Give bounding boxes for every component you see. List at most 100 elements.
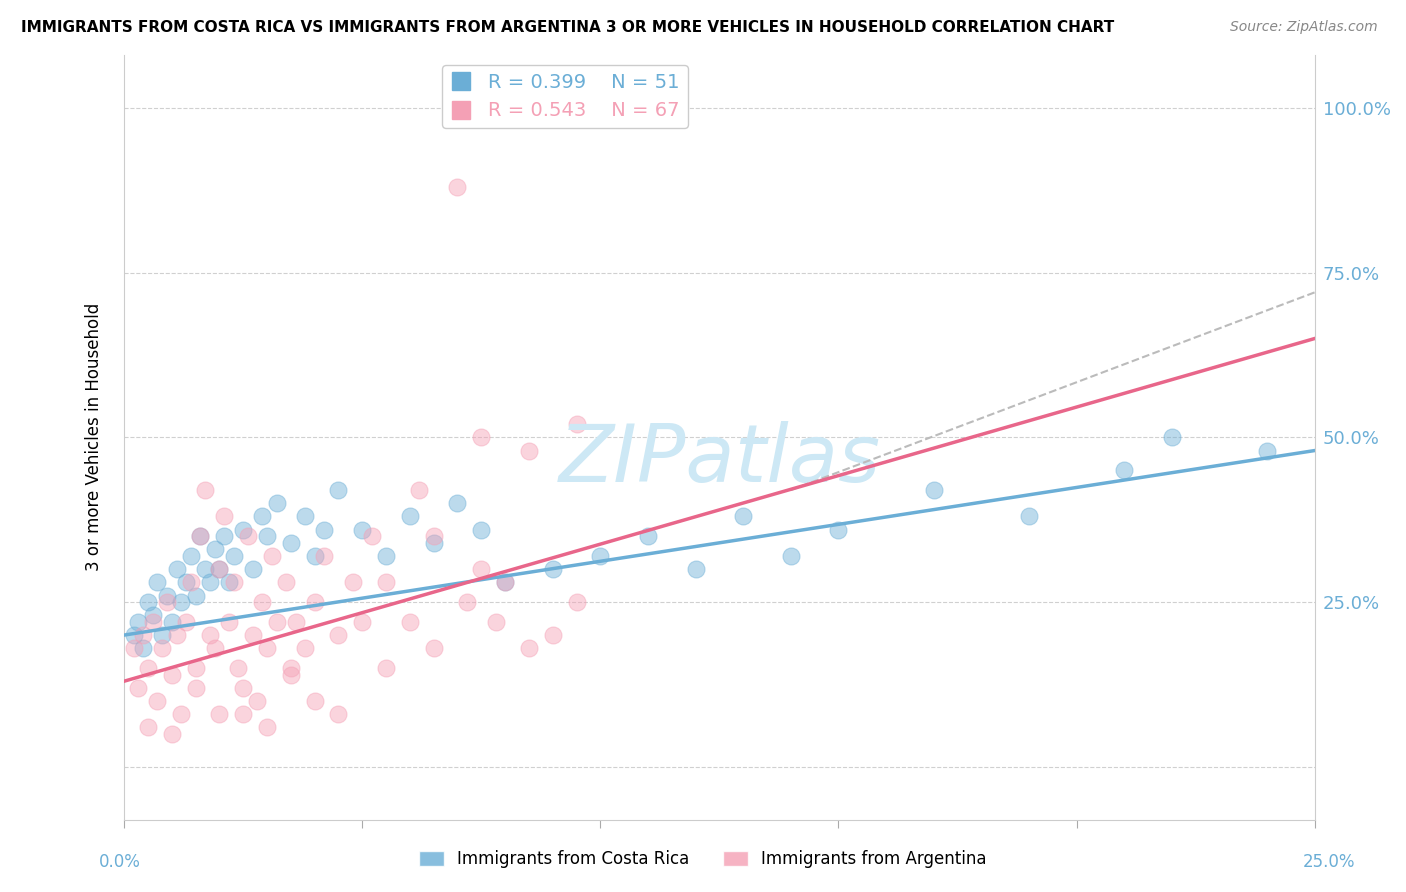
Point	[779, 549, 801, 563]
Point	[274, 575, 297, 590]
Point	[733, 509, 755, 524]
Point	[446, 180, 468, 194]
Point	[184, 681, 207, 695]
Point	[232, 681, 254, 695]
Point	[142, 615, 165, 629]
Point	[232, 523, 254, 537]
Point	[146, 694, 169, 708]
Text: ZIPatlas: ZIPatlas	[558, 421, 880, 500]
Point	[304, 549, 326, 563]
Point	[280, 667, 302, 681]
Point	[294, 641, 316, 656]
Point	[166, 628, 188, 642]
Point	[242, 628, 264, 642]
Point	[284, 615, 307, 629]
Point	[142, 608, 165, 623]
Point	[188, 529, 211, 543]
Point	[470, 430, 492, 444]
Point	[184, 589, 207, 603]
Point	[136, 595, 159, 609]
Point	[146, 575, 169, 590]
Point	[408, 483, 430, 497]
Point	[150, 628, 173, 642]
Point	[256, 720, 278, 734]
Point	[156, 589, 179, 603]
Text: 0.0%: 0.0%	[98, 853, 141, 871]
Point	[194, 483, 217, 497]
Point	[484, 615, 506, 629]
Point	[360, 529, 382, 543]
Point	[422, 536, 444, 550]
Point	[166, 562, 188, 576]
Point	[246, 694, 269, 708]
Point	[127, 681, 149, 695]
Point	[1256, 443, 1278, 458]
Point	[470, 523, 492, 537]
Point	[328, 483, 350, 497]
Point	[399, 615, 422, 629]
Point	[294, 509, 316, 524]
Point	[208, 562, 231, 576]
Point	[827, 523, 849, 537]
Point	[122, 641, 145, 656]
Point	[160, 727, 183, 741]
Point	[456, 595, 478, 609]
Point	[314, 549, 336, 563]
Point	[170, 707, 193, 722]
Point	[252, 509, 274, 524]
Point	[375, 549, 398, 563]
Point	[204, 641, 226, 656]
Point	[180, 575, 202, 590]
Point	[517, 641, 540, 656]
Point	[218, 615, 240, 629]
Point	[132, 628, 155, 642]
Point	[399, 509, 422, 524]
Point	[304, 595, 326, 609]
Point	[212, 509, 235, 524]
Point	[174, 615, 197, 629]
Point	[194, 562, 217, 576]
Point	[208, 707, 231, 722]
Point	[314, 523, 336, 537]
Point	[156, 595, 179, 609]
Point	[266, 496, 288, 510]
Point	[132, 641, 155, 656]
Point	[517, 443, 540, 458]
Point	[1160, 430, 1182, 444]
Point	[256, 641, 278, 656]
Text: IMMIGRANTS FROM COSTA RICA VS IMMIGRANTS FROM ARGENTINA 3 OR MORE VEHICLES IN HO: IMMIGRANTS FROM COSTA RICA VS IMMIGRANTS…	[21, 20, 1115, 35]
Point	[375, 661, 398, 675]
Point	[242, 562, 264, 576]
Point	[446, 496, 468, 510]
Point	[470, 562, 492, 576]
Text: 25.0%: 25.0%	[1302, 853, 1355, 871]
Point	[136, 720, 159, 734]
Point	[1114, 463, 1136, 477]
Point	[136, 661, 159, 675]
Point	[218, 575, 240, 590]
Point	[160, 667, 183, 681]
Point	[180, 549, 202, 563]
Text: Source: ZipAtlas.com: Source: ZipAtlas.com	[1230, 20, 1378, 34]
Point	[494, 575, 516, 590]
Point	[422, 641, 444, 656]
Point	[122, 628, 145, 642]
Point	[208, 562, 231, 576]
Point	[150, 641, 173, 656]
Point	[328, 707, 350, 722]
Point	[541, 562, 564, 576]
Point	[160, 615, 183, 629]
Point	[375, 575, 398, 590]
Point	[685, 562, 707, 576]
Point	[204, 542, 226, 557]
Point	[228, 661, 250, 675]
Point	[236, 529, 259, 543]
Point	[494, 575, 516, 590]
Point	[352, 615, 374, 629]
Point	[198, 628, 221, 642]
Point	[280, 536, 302, 550]
Point	[260, 549, 283, 563]
Point	[565, 595, 588, 609]
Point	[352, 523, 374, 537]
Point	[1018, 509, 1040, 524]
